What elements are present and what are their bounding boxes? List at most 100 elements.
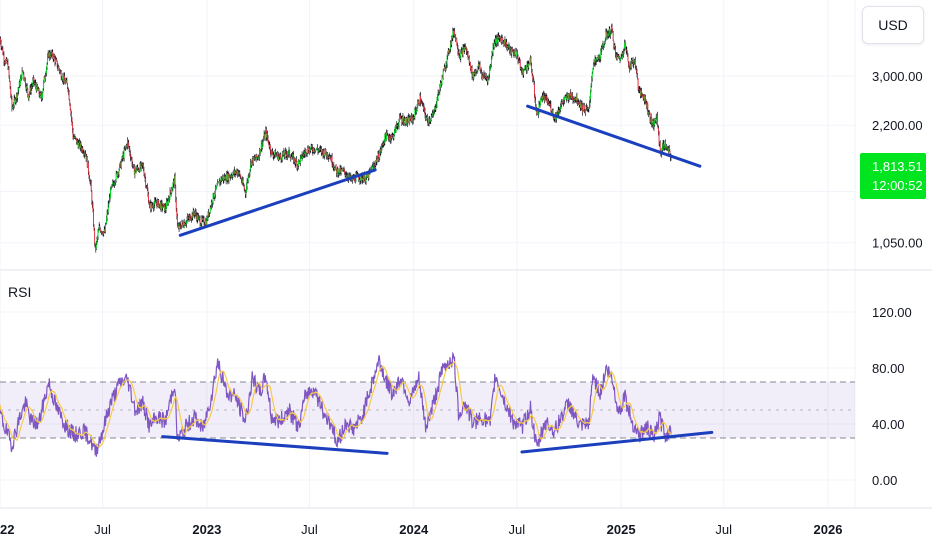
candle-971 (549, 100, 551, 108)
candle-524 (296, 160, 298, 171)
candle-944 (534, 93, 536, 103)
candle-309 (174, 172, 176, 189)
candle-862 (488, 76, 489, 80)
candle-676 (382, 140, 384, 148)
candle-467 (264, 132, 266, 139)
candle-1176 (666, 143, 667, 151)
candle-382 (216, 185, 217, 189)
candle-528 (298, 159, 300, 163)
candle-250 (141, 162, 143, 167)
candle-356 (201, 215, 203, 227)
candle-1068 (604, 37, 606, 44)
candle-778 (440, 81, 442, 84)
candle-316 (178, 222, 180, 233)
candle-76 (42, 88, 44, 94)
candle-673 (380, 144, 382, 153)
candle-310 (175, 184, 177, 203)
candle-1135 (642, 94, 644, 101)
candle-174 (98, 227, 100, 233)
candle-298 (168, 198, 170, 201)
candle-764 (432, 109, 434, 116)
trendline-drawings[interactable] (161, 104, 714, 455)
candle-425 (240, 175, 242, 180)
candle-1129 (639, 86, 641, 94)
candle-138 (77, 139, 79, 150)
candle-693 (392, 132, 394, 140)
candle-991 (561, 98, 563, 107)
candle-1122 (635, 65, 637, 71)
candle-476 (269, 142, 271, 151)
candle-274 (154, 197, 156, 203)
rsi-pane-title[interactable]: RSI (8, 284, 32, 300)
candle-786 (445, 66, 446, 73)
candle-513 (290, 156, 292, 162)
candle-104 (58, 66, 60, 72)
candle-550 (311, 143, 313, 149)
candle-367 (207, 211, 209, 221)
candle-896 (507, 44, 509, 49)
candle-359 (203, 215, 204, 223)
candle-1037 (587, 107, 589, 112)
candle-674 (381, 143, 383, 151)
candle-660 (373, 160, 375, 167)
candle-183 (103, 231, 105, 237)
candle-819 (463, 44, 465, 53)
candle-1059 (599, 56, 601, 63)
candle-306 (172, 178, 174, 188)
candle-459 (259, 149, 261, 157)
candle-634 (358, 177, 360, 181)
candle-189 (106, 209, 108, 222)
candle-1131 (640, 87, 642, 99)
rsi-trendline-0[interactable] (161, 435, 389, 455)
candle-517 (292, 152, 294, 158)
candle-1157 (655, 120, 657, 124)
candle-989 (560, 103, 561, 113)
candle-934 (528, 62, 530, 65)
candle-702 (397, 123, 399, 129)
candle-1094 (619, 57, 621, 64)
rsi-trendline-1[interactable] (520, 430, 714, 454)
price-axis[interactable]: 1,050.001,450.002,200.003,000.000.0040.0… (872, 69, 923, 488)
candle-398 (225, 174, 227, 181)
candle-134 (75, 137, 77, 140)
candle-1099 (622, 50, 624, 57)
currency-button[interactable]: USD (862, 6, 924, 44)
candle-678 (383, 139, 385, 146)
candle-1172 (663, 144, 665, 152)
time-axis[interactable]: 2022 Jul 2023 Jul 2024 Jul 2025 Jul 2026 (0, 522, 842, 537)
price-trendline-0[interactable] (178, 168, 377, 237)
candle-1021 (578, 99, 580, 105)
candle-700 (396, 121, 398, 129)
candle-218 (123, 151, 124, 159)
candle-322 (182, 221, 183, 225)
candle-707 (400, 112, 402, 120)
candle-133 (74, 136, 76, 140)
candle-414 (234, 166, 236, 177)
candle-749 (424, 106, 425, 114)
candle-74 (41, 97, 43, 102)
candle-898 (508, 42, 510, 51)
candle-84 (47, 53, 49, 65)
price-trendline-1[interactable] (526, 104, 702, 168)
candle-738 (417, 99, 419, 105)
candle-924 (523, 68, 525, 78)
candle-396 (223, 173, 225, 181)
candle-371 (209, 205, 211, 214)
candle-667 (377, 150, 379, 160)
candle-594 (336, 169, 338, 178)
candle-240 (135, 165, 137, 174)
candle-1118 (633, 61, 635, 69)
candle-443 (250, 162, 252, 168)
candle-568 (321, 149, 323, 155)
candle-254 (143, 166, 145, 177)
candle-798 (451, 35, 453, 42)
candle-399 (225, 178, 227, 185)
candle-870 (492, 42, 494, 57)
candle-929 (526, 69, 527, 74)
candle-1092 (618, 53, 620, 59)
candle-202 (114, 180, 115, 188)
candle-430 (243, 182, 245, 187)
candle-129 (72, 127, 74, 141)
candle-28 (15, 97, 17, 106)
